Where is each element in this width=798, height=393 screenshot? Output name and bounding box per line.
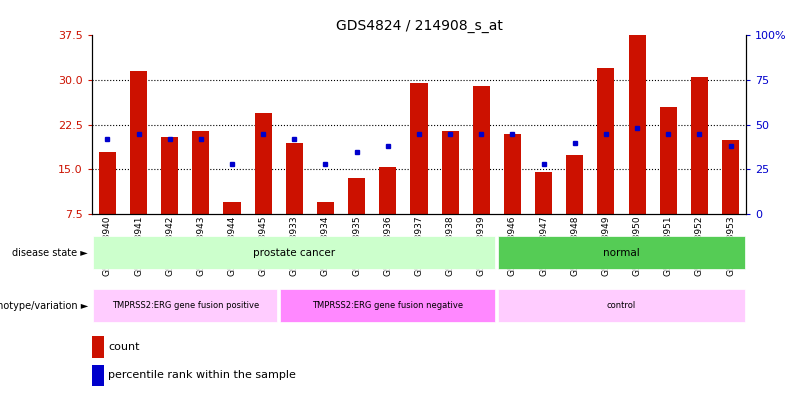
Text: GSM1348942: GSM1348942: [165, 215, 174, 275]
Bar: [499, 289, 745, 322]
Text: GSM1348946: GSM1348946: [508, 215, 517, 275]
Text: GSM1348953: GSM1348953: [726, 215, 735, 276]
Text: genotype/variation ►: genotype/variation ►: [0, 301, 88, 310]
Text: disease state ►: disease state ►: [12, 248, 88, 257]
Bar: [348, 178, 365, 214]
Bar: [130, 71, 147, 214]
Bar: [161, 137, 178, 214]
Bar: [499, 236, 745, 269]
Bar: [255, 113, 271, 214]
Bar: [379, 167, 397, 214]
Text: prostate cancer: prostate cancer: [253, 248, 335, 257]
Text: GSM1348935: GSM1348935: [352, 215, 361, 276]
Text: GSM1348951: GSM1348951: [664, 215, 673, 276]
Text: control: control: [606, 301, 636, 310]
Bar: [317, 202, 334, 214]
Bar: [99, 152, 116, 214]
Text: GSM1348945: GSM1348945: [259, 215, 267, 275]
Bar: [691, 77, 708, 214]
Text: GSM1348947: GSM1348947: [539, 215, 548, 275]
Text: GSM1348938: GSM1348938: [445, 215, 455, 276]
Text: GSM1348939: GSM1348939: [476, 215, 486, 276]
Text: GSM1348952: GSM1348952: [695, 215, 704, 275]
Bar: [660, 107, 677, 214]
Bar: [286, 143, 303, 214]
Bar: [93, 236, 496, 269]
Text: GSM1348944: GSM1348944: [227, 215, 236, 275]
Bar: [92, 365, 104, 386]
Title: GDS4824 / 214908_s_at: GDS4824 / 214908_s_at: [335, 19, 503, 33]
Text: GSM1348950: GSM1348950: [633, 215, 642, 276]
Bar: [410, 83, 428, 214]
Text: GSM1348937: GSM1348937: [414, 215, 424, 276]
Text: GSM1348941: GSM1348941: [134, 215, 143, 275]
Text: GSM1348934: GSM1348934: [321, 215, 330, 275]
Bar: [598, 68, 614, 214]
Text: normal: normal: [603, 248, 640, 257]
Text: TMPRSS2:ERG gene fusion positive: TMPRSS2:ERG gene fusion positive: [112, 301, 259, 310]
Text: TMPRSS2:ERG gene fusion negative: TMPRSS2:ERG gene fusion negative: [312, 301, 464, 310]
Text: GSM1348943: GSM1348943: [196, 215, 205, 275]
Bar: [192, 131, 209, 214]
Bar: [92, 336, 104, 358]
Text: GSM1348948: GSM1348948: [571, 215, 579, 275]
Bar: [629, 35, 646, 214]
Text: GSM1348933: GSM1348933: [290, 215, 298, 276]
Bar: [93, 289, 277, 322]
Bar: [535, 173, 552, 214]
Text: GSM1348940: GSM1348940: [103, 215, 112, 275]
Bar: [722, 140, 739, 214]
Text: count: count: [109, 342, 140, 352]
Text: GSM1348936: GSM1348936: [383, 215, 393, 276]
Bar: [567, 154, 583, 214]
Text: percentile rank within the sample: percentile rank within the sample: [109, 370, 296, 380]
Text: GSM1348949: GSM1348949: [602, 215, 610, 275]
Bar: [504, 134, 521, 214]
Bar: [280, 289, 496, 322]
Bar: [472, 86, 490, 214]
Bar: [441, 131, 459, 214]
Bar: [223, 202, 240, 214]
